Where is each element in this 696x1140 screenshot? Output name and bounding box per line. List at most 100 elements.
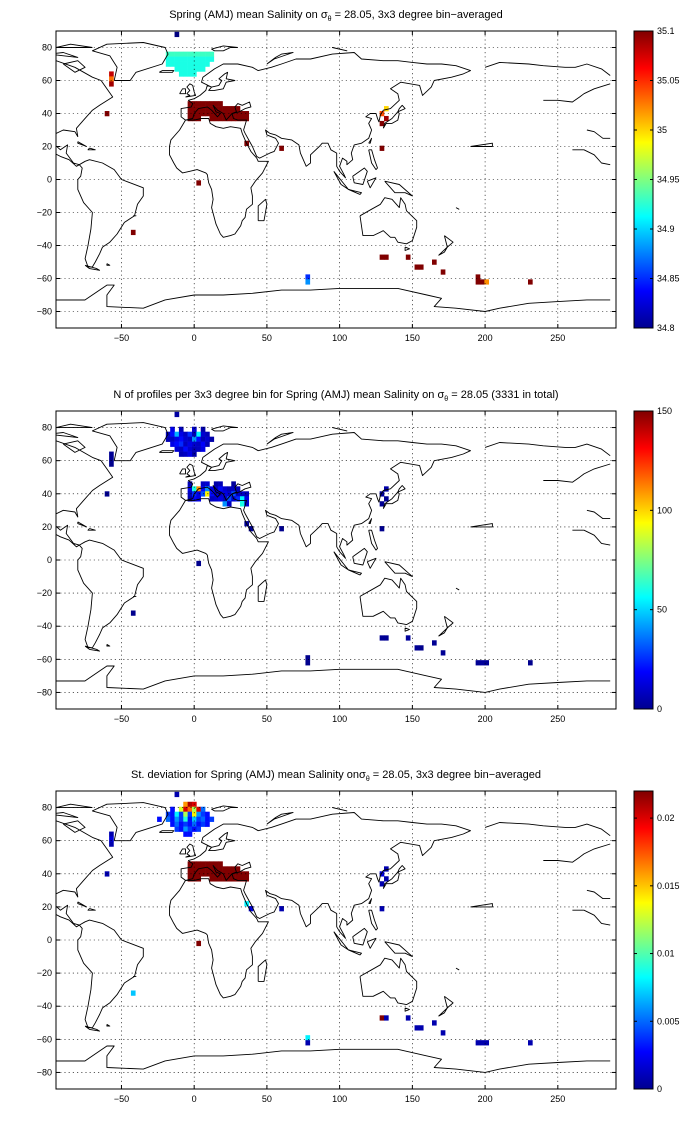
coastline — [56, 812, 79, 818]
coastline — [543, 83, 611, 103]
data-cell — [379, 254, 385, 260]
data-cell — [218, 115, 223, 122]
coastline — [331, 427, 348, 432]
coastline — [180, 52, 471, 179]
data-cell — [196, 61, 202, 67]
coastlines — [20, 802, 611, 1073]
y-tick-label: −20 — [37, 588, 52, 598]
data-cell — [178, 51, 184, 57]
data-cell — [305, 1040, 311, 1046]
plot-frame — [55, 790, 617, 1090]
data-cell — [196, 806, 202, 812]
data-cell — [379, 491, 385, 497]
data-cell — [174, 56, 180, 62]
data-cell — [240, 876, 245, 882]
grid — [56, 791, 616, 1089]
y-tick-label: 40 — [42, 489, 52, 499]
data-cell — [183, 826, 188, 832]
data-cell — [178, 56, 184, 62]
colorbar-tick-label: 35 — [657, 125, 667, 135]
coastline — [159, 830, 175, 833]
coastline — [333, 171, 349, 190]
data-cell — [187, 806, 193, 812]
data-cell — [187, 106, 193, 112]
data-cell — [218, 486, 223, 492]
data-cell — [305, 274, 311, 280]
data-cell — [218, 496, 223, 502]
coastline — [63, 440, 86, 453]
x-tick-label: 150 — [405, 333, 420, 343]
coastline — [185, 83, 197, 98]
data-cell — [187, 66, 193, 72]
coastline — [20, 818, 42, 823]
data-cell — [196, 811, 202, 817]
data-cell — [475, 660, 481, 666]
data-cell — [109, 76, 114, 82]
data-cell — [218, 481, 223, 487]
data-cell — [183, 446, 188, 452]
coastline — [484, 822, 611, 837]
data-cell — [384, 866, 389, 872]
data-cell — [432, 640, 437, 646]
x-tick-label: −50 — [114, 1094, 129, 1104]
data-cell — [196, 111, 202, 117]
data-cell — [200, 426, 206, 432]
data-cell — [174, 791, 180, 798]
data-cell — [187, 871, 193, 877]
data-cell — [218, 861, 223, 867]
data-cell — [235, 871, 241, 877]
data-cell — [157, 816, 162, 822]
data-cell — [178, 451, 184, 457]
coastline — [368, 909, 378, 931]
coastline — [572, 909, 611, 926]
data-cell — [196, 180, 202, 186]
colorbar-tick-label: 34.95 — [657, 175, 680, 185]
coastline — [455, 207, 460, 210]
data-cell — [196, 56, 202, 62]
coastline — [586, 889, 611, 900]
data-cell — [183, 436, 188, 442]
coastline — [404, 1007, 410, 1012]
coastline — [20, 57, 42, 62]
data-cell — [418, 1025, 424, 1031]
colorbar-tick-label: 35.1 — [657, 26, 675, 36]
data-cell — [192, 436, 197, 442]
y-tick-label: 20 — [42, 142, 52, 152]
panel-1-title: Spring (AMJ) mean Salinity on σθ = 28.05… — [169, 9, 503, 23]
data-cell — [109, 841, 114, 847]
data-cell — [200, 866, 206, 872]
y-tick-label: −60 — [37, 1034, 52, 1044]
data-cell — [174, 31, 180, 38]
y-tick-label: 80 — [42, 423, 52, 433]
data-cell — [235, 486, 241, 492]
coastline — [169, 118, 269, 238]
data-cell — [226, 866, 232, 872]
data-cell — [183, 61, 188, 67]
data-cell — [384, 876, 389, 882]
data-cell — [384, 1015, 389, 1021]
data-cell — [226, 501, 232, 507]
data-cell — [170, 51, 175, 57]
data-cell — [240, 491, 245, 497]
data-cell — [109, 451, 114, 457]
coastline — [455, 587, 460, 591]
coastline — [63, 60, 86, 73]
coastline — [266, 812, 294, 825]
coastline — [359, 197, 418, 245]
data-cell — [196, 491, 202, 497]
data-cell — [192, 106, 197, 112]
x-tick-label: 200 — [478, 333, 493, 343]
data-cell — [205, 51, 210, 57]
x-tick-label: 150 — [405, 1094, 420, 1104]
data-cell — [209, 876, 215, 882]
data-cell — [187, 811, 193, 817]
data-cell — [187, 481, 193, 487]
coastline — [333, 551, 349, 571]
data-cell — [192, 115, 197, 122]
coastline — [211, 45, 238, 52]
data-cell — [187, 486, 193, 492]
data-cell — [196, 446, 202, 452]
coastline — [266, 52, 294, 65]
data-cell — [187, 866, 193, 872]
